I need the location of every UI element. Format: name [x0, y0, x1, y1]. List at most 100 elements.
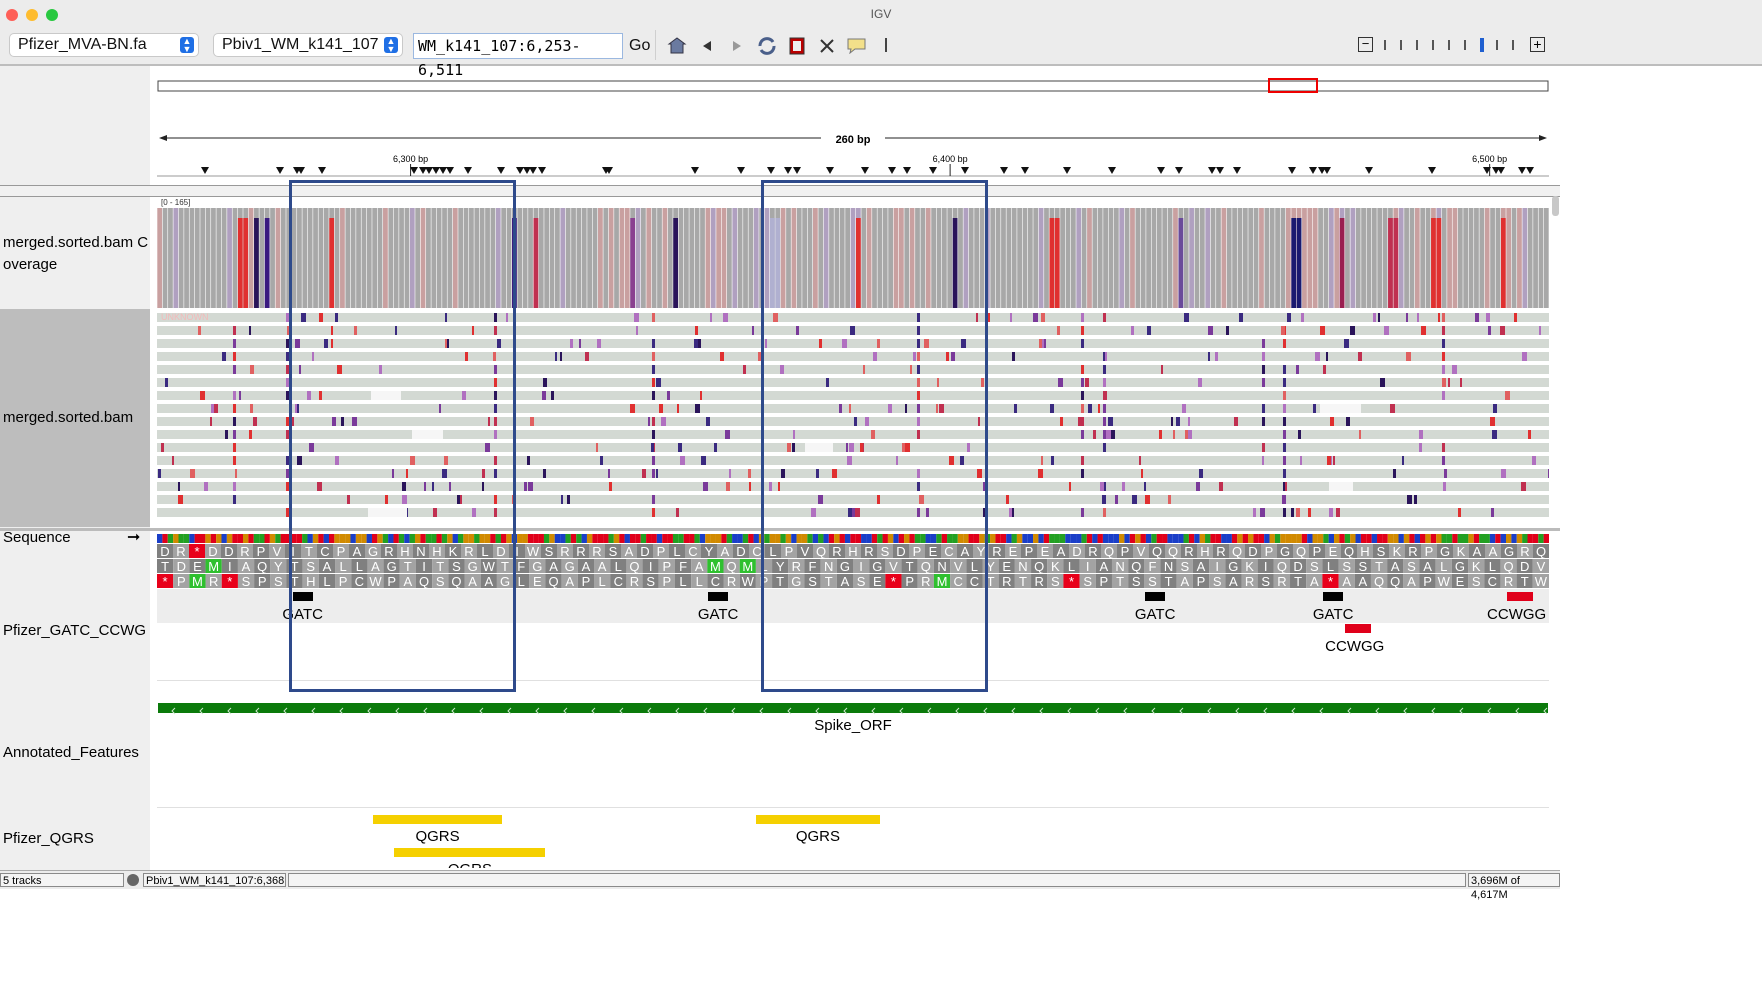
- read-mismatch: [233, 456, 236, 465]
- amino-acid-cell: [367, 559, 384, 573]
- forward-icon[interactable]: [731, 40, 743, 52]
- roi-icon[interactable]: [789, 37, 805, 55]
- read-mismatch: [865, 417, 869, 426]
- restriction-site-feature[interactable]: [1323, 592, 1344, 601]
- amino-acid-cell: [941, 544, 957, 558]
- gatc-track[interactable]: GATC GATC GATC GATC CCWGG CCWGG: [157, 589, 1549, 669]
- read-mismatch: [1081, 391, 1084, 400]
- read-mismatch: [233, 417, 236, 426]
- home-icon[interactable]: [667, 36, 687, 54]
- refresh-icon[interactable]: [756, 36, 778, 56]
- strand-arrow-icon[interactable]: ➞: [127, 529, 141, 546]
- read-mismatch: [1505, 391, 1510, 400]
- coverage-bar: [1060, 208, 1065, 308]
- amino-acid-letter: S: [545, 544, 554, 559]
- coverage-mismatch-bar: [775, 218, 781, 308]
- read-mismatch: [1110, 430, 1115, 439]
- zoom-tick[interactable]: [1464, 40, 1466, 50]
- fit-icon[interactable]: [819, 38, 835, 54]
- track-name-alignments[interactable]: merged.sorted.bam: [3, 409, 134, 426]
- amino-acid-cell: [254, 559, 271, 573]
- coverage-bar: [1328, 208, 1334, 308]
- amino-acid-cell: [335, 559, 352, 573]
- amino-acid-cell: [157, 559, 174, 573]
- restriction-site-feature[interactable]: [1145, 592, 1166, 601]
- base-cell: [1033, 534, 1039, 543]
- chromosome-dropdown[interactable]: Pbiv1_WM_k141_107 ▲ ▼: [214, 34, 402, 56]
- locus-input[interactable]: WM_k141_107:6,253-6,511: [414, 34, 622, 79]
- base-cell: [678, 534, 684, 543]
- amino-acid-letter: H: [848, 544, 857, 559]
- popup-icon[interactable]: [847, 38, 867, 54]
- amino-acid-letter: T: [305, 544, 313, 559]
- maximize-window-icon[interactable]: [46, 9, 58, 21]
- read-mismatch: [286, 365, 289, 374]
- qgrs-feature[interactable]: [394, 848, 546, 857]
- close-window-icon[interactable]: [6, 9, 18, 21]
- read-mismatch: [1103, 508, 1106, 517]
- read-mismatch: [1239, 313, 1243, 322]
- strand-arrow-icon: [591, 707, 596, 715]
- zoom-tick[interactable]: [1432, 40, 1434, 50]
- zoom-tick[interactable]: [1480, 38, 1484, 52]
- zoom-slider[interactable]: [1380, 38, 1526, 52]
- spike-orf-feature[interactable]: [158, 703, 1548, 715]
- amino-acid-letter: S: [452, 559, 461, 574]
- go-button[interactable]: Go: [629, 37, 651, 54]
- qgrs-feature[interactable]: [755, 815, 880, 824]
- base-cell: [1409, 534, 1415, 543]
- read-mismatch: [1442, 378, 1446, 387]
- coverage-bar: [1205, 208, 1211, 308]
- amino-acid-letter: N: [1018, 559, 1027, 574]
- coverage-bar: [839, 208, 845, 308]
- base-cell: [640, 534, 647, 543]
- zoom-tick[interactable]: [1496, 40, 1498, 50]
- track-name-qgrs[interactable]: Pfizer_QGRS: [3, 830, 94, 847]
- qgrs-feature[interactable]: [372, 815, 503, 824]
- coverage-track[interactable]: [0 - 165]: [157, 196, 1549, 308]
- restriction-site-feature[interactable]: [1506, 592, 1533, 601]
- alignment-track[interactable]: UNKNOWN: [157, 310, 1549, 526]
- zoom-tick[interactable]: [1400, 40, 1402, 50]
- track-name-sequence[interactable]: Sequence: [3, 529, 71, 546]
- vertical-scrollbar[interactable]: [1552, 196, 1559, 216]
- zoom-tick[interactable]: [1416, 40, 1418, 50]
- base-cell: [608, 534, 614, 543]
- sequence-track[interactable]: D R * D D R P V I T C P A G R H N H K R L D I W S R R R S A D P L C Y A D C L P…: [157, 534, 1549, 589]
- read-mismatch: [1323, 365, 1326, 374]
- amino-acid-cell: [605, 544, 621, 558]
- minimize-window-icon[interactable]: [26, 9, 38, 21]
- zoom-in-button[interactable]: +: [1530, 37, 1545, 52]
- restriction-site-feature[interactable]: [708, 592, 729, 601]
- ruler-panel[interactable]: 260 bp 6,300 bp 6,400 bp 6,500 bp: [157, 66, 1549, 184]
- chromosome-ideogram[interactable]: [157, 80, 1549, 92]
- genome-dropdown[interactable]: Pfizer_MVA-BN.fa ▲ ▼: [10, 34, 198, 56]
- qgrs-track[interactable]: QGRSQGRSQGRS: [157, 810, 1549, 868]
- restriction-site-feature[interactable]: [1344, 624, 1371, 633]
- restriction-site-feature[interactable]: [292, 592, 313, 601]
- read-mismatch: [652, 378, 655, 387]
- amino-acid-letter: L: [1489, 559, 1496, 574]
- coverage-bar: [436, 208, 442, 308]
- amino-acid-letter: P: [663, 559, 672, 574]
- amino-acid-letter: P: [1100, 574, 1109, 589]
- amino-acid-letter: A: [404, 574, 413, 589]
- amino-acid-cell: [253, 544, 269, 558]
- track-name-gatc[interactable]: Pfizer_GATC_CCWG: [3, 622, 147, 639]
- zoom-out-button[interactable]: −: [1358, 37, 1373, 52]
- zoom-tick[interactable]: [1512, 40, 1514, 50]
- back-icon[interactable]: [701, 40, 713, 52]
- read-mismatch: [917, 378, 920, 387]
- track-name-coverage[interactable]: merged.sorted.bam Coverage: [3, 234, 149, 273]
- amino-acid-cell: [221, 574, 238, 588]
- amino-acid-letter: A: [549, 559, 558, 574]
- amino-acid-cell: [626, 574, 643, 588]
- zoom-tick[interactable]: [1448, 40, 1450, 50]
- amino-acid-letter: G: [1280, 544, 1290, 559]
- read-mismatch: [946, 352, 949, 361]
- zoom-tick[interactable]: [1384, 40, 1386, 50]
- amino-acid-cell: [335, 574, 352, 588]
- track-name-annotated[interactable]: Annotated_Features: [3, 744, 139, 761]
- amino-acid-letter: R: [1184, 544, 1193, 559]
- amino-acid-cell: [829, 544, 845, 558]
